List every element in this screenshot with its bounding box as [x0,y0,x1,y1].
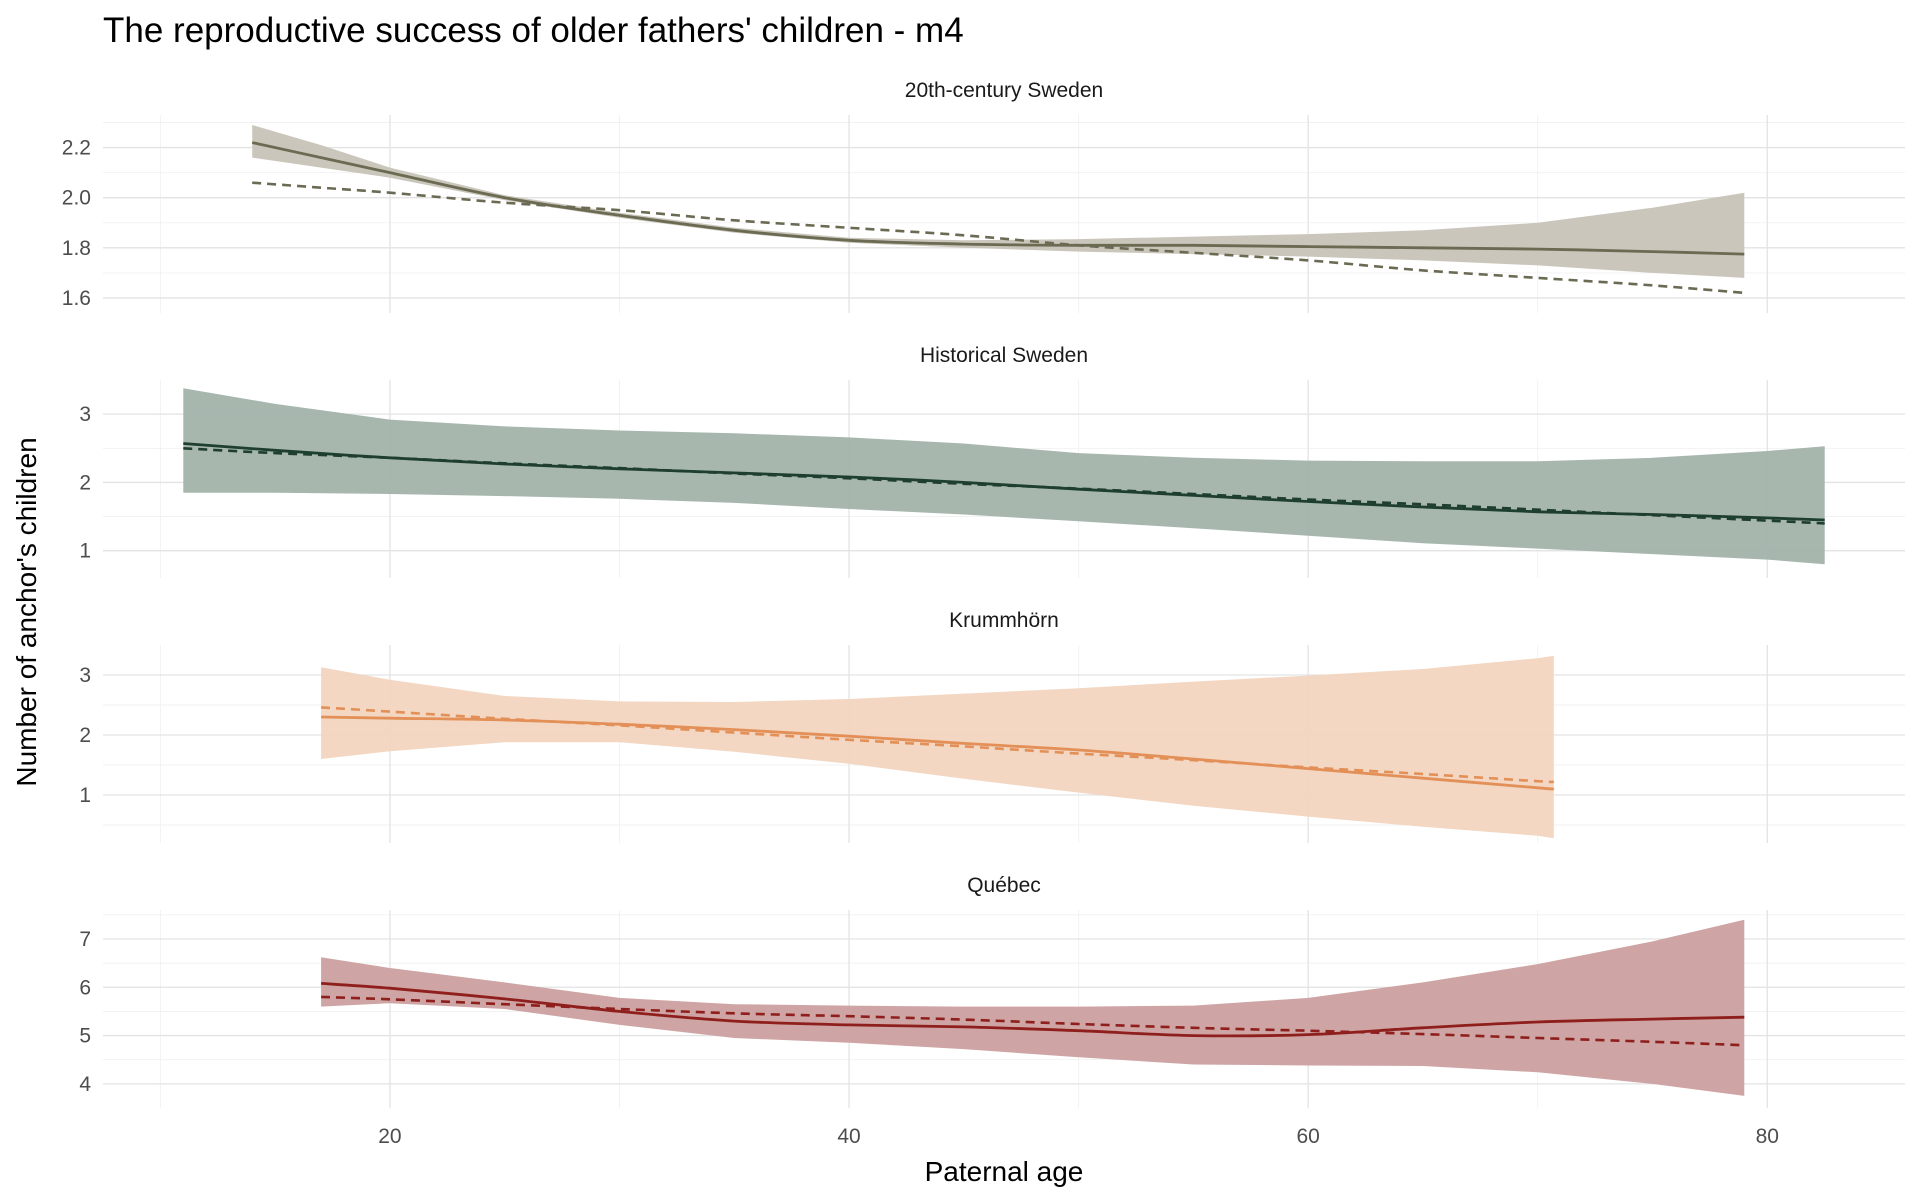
x-axis-ticks: 20 40 60 80 [378,1125,1779,1148]
model-fit-line [321,982,1745,1038]
y-tick-label: 2 [79,724,91,747]
confidence-ribbon [321,655,1554,839]
y-tick-label: 1.6 [62,287,91,310]
y-axis-title: Number of anchor's children [11,437,42,786]
model-fit-line [183,442,1825,522]
y-tick-label: 1 [79,784,91,807]
x-tick-label: 40 [837,1125,860,1148]
y-tick-label: 3 [79,403,91,426]
chart-title: The reproductive success of older father… [103,11,964,50]
linear-fit-line [321,995,1745,1047]
confidence-ribbon [183,388,1825,565]
y-tick-label: 3 [79,664,91,687]
x-tick-label: 20 [378,1125,401,1148]
facet-panel: 20th-century Sweden 1.6 1.8 2.0 2.2 [62,79,1905,313]
panel-strip-label: Québec [967,874,1041,897]
model-fit-line [321,715,1555,791]
y-tick-label: 2 [79,471,91,494]
y-tick-label: 2.2 [62,137,91,160]
facet-panel: Krummhörn 1 2 3 [79,609,1905,843]
confidence-ribbon [321,919,1745,1096]
confidence-ribbon [252,125,1745,278]
y-tick-label: 1 [79,540,91,563]
x-tick-label: 80 [1756,1125,1779,1148]
panel-strip-label: Historical Sweden [920,344,1088,367]
y-tick-label: 6 [79,976,91,999]
panel-strip-label: Krummhörn [949,609,1059,632]
y-tick-label: 2.0 [62,187,91,210]
facet-panels: 20th-century Sweden 1.6 1.8 2.0 2.2 Historica… [62,79,1905,1108]
x-axis-title: Paternal age [925,1156,1084,1187]
linear-fit-line [252,181,1745,295]
facet-panel: Québec 4 5 6 7 [79,874,1905,1108]
y-tick-label: 5 [79,1025,91,1048]
y-tick-label: 4 [79,1073,91,1096]
facet-panel: Historical Sweden 1 2 3 [79,344,1905,578]
model-fit-line [251,141,1745,256]
panel-strip-label: 20th-century Sweden [905,79,1103,102]
x-tick-label: 60 [1296,1125,1319,1148]
y-tick-label: 1.8 [62,237,91,260]
y-tick-label: 7 [79,928,91,951]
